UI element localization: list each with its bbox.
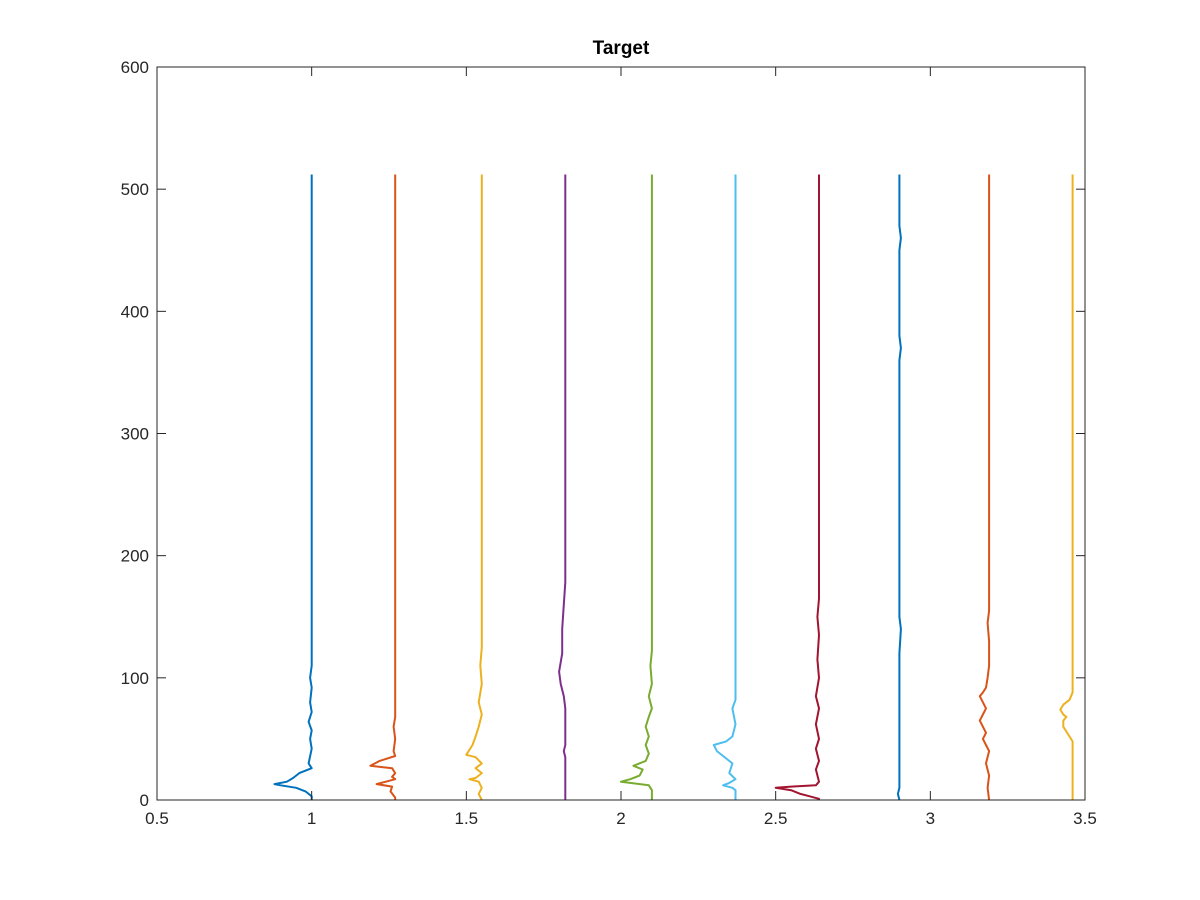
y-tick-label-3: 300 <box>121 425 149 444</box>
series-line-6 <box>712 174 737 800</box>
series-line-2 <box>369 174 397 800</box>
y-tick-label-5: 500 <box>121 180 149 199</box>
x-tick-label-1: 1 <box>307 809 316 828</box>
series-line-7 <box>774 174 820 800</box>
y-tick-label-0: 0 <box>140 791 149 810</box>
series-line-3 <box>465 174 483 801</box>
ticks-layer: 0.5 1 1.5 2 2.5 3 3.5 0 100 200 300 400 500 600 <box>121 58 1097 828</box>
x-tick-label-4: 2.5 <box>764 809 788 828</box>
series-line-9 <box>978 174 991 801</box>
series-line-1 <box>273 174 313 800</box>
y-tick-label-2: 200 <box>121 547 149 566</box>
x-tick-label-3: 2 <box>616 809 625 828</box>
x-tick-label-2: 1.5 <box>455 809 479 828</box>
y-tick-label-6: 600 <box>121 58 149 77</box>
y-tick-label-1: 100 <box>121 669 149 688</box>
series-line-10 <box>1059 174 1074 800</box>
x-tick-label-0: 0.5 <box>145 809 169 828</box>
series-line-8 <box>896 174 902 801</box>
series-line-4 <box>558 174 567 800</box>
series-layer <box>273 174 1074 801</box>
x-tick-label-6: 3.5 <box>1073 809 1097 828</box>
x-tick-label-5: 3 <box>926 809 935 828</box>
y-tick-label-4: 400 <box>121 302 149 321</box>
series-line-5 <box>620 174 653 800</box>
plot-background <box>157 67 1085 800</box>
chart-title: Target <box>593 38 650 59</box>
